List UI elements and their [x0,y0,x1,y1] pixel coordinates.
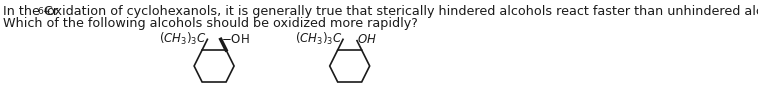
Text: $-$OH: $-$OH [221,33,250,46]
Text: Which of the following alcohols should be oxidized more rapidly?: Which of the following alcohols should b… [3,17,418,30]
Text: oxidation of cyclohexanols, it is generally true that sterically hindered alcoho: oxidation of cyclohexanols, it is genera… [42,5,758,18]
Text: $(CH_3)_3C$: $(CH_3)_3C$ [295,31,343,47]
Text: $OH$: $OH$ [357,33,377,46]
Text: In the Cr: In the Cr [3,5,58,18]
Text: $(CH_3)_3C$: $(CH_3)_3C$ [159,31,207,47]
Text: 6+: 6+ [37,7,51,16]
